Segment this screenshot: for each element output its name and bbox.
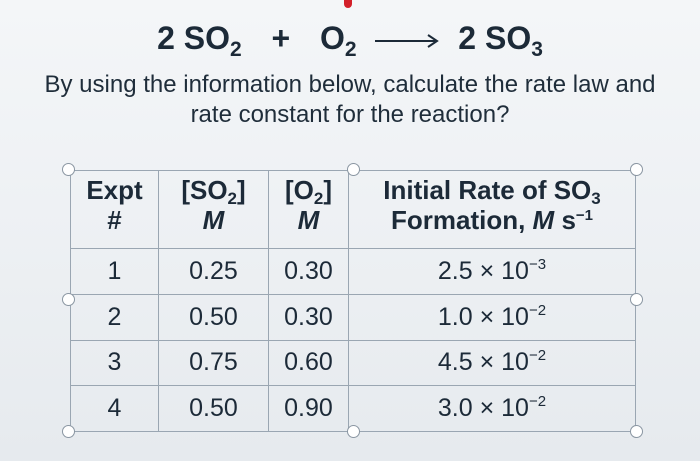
reactant-o2: O2 <box>319 20 357 61</box>
cell-so2: 0.50 <box>158 385 269 432</box>
resize-handle-bottom-right[interactable] <box>630 425 643 438</box>
reactant-so2: 2 SO2 <box>157 20 242 61</box>
cell-rate: 1.0 × 10−2 <box>348 293 636 341</box>
reaction-arrow-icon <box>375 33 440 48</box>
cell-expt: 3 <box>70 339 159 387</box>
resize-handle-top-left[interactable] <box>62 163 75 176</box>
header-o2-concentration: [O2] M <box>268 169 349 250</box>
table-row: 2 0.50 0.30 1.0 × 10−2 <box>70 293 636 341</box>
red-cursor-mark <box>344 0 352 8</box>
header-initial-rate: Initial Rate of SO3 Formation, M s−1 <box>348 169 636 250</box>
cell-rate: 3.0 × 10−2 <box>348 385 636 432</box>
cell-rate: 2.5 × 10−3 <box>348 248 636 295</box>
product-so3: 2 SO3 <box>458 20 543 61</box>
cell-o2: 0.30 <box>268 248 349 295</box>
resize-handle-middle-left[interactable] <box>62 293 75 306</box>
plus-sign: + <box>271 20 291 56</box>
resize-handle-bottom-middle[interactable] <box>347 425 360 438</box>
question-text: By using the information below, calculat… <box>10 70 690 130</box>
cell-o2: 0.30 <box>268 293 349 341</box>
cell-o2: 0.90 <box>268 385 349 432</box>
cell-so2: 0.50 <box>158 293 269 341</box>
resize-handle-top-right[interactable] <box>630 163 643 176</box>
cell-expt: 2 <box>70 293 159 341</box>
resize-handle-top-middle[interactable] <box>347 163 360 176</box>
table-row: 1 0.25 0.30 2.5 × 10−3 <box>70 248 636 295</box>
rate-data-table: Expt # [SO2] M [O2] M Initial Rate of SO… <box>70 169 636 432</box>
table-row: 3 0.75 0.60 4.5 × 10−2 <box>70 339 636 387</box>
cell-so2: 0.75 <box>158 339 269 387</box>
header-expt: Expt # <box>70 169 159 250</box>
reaction-equation: 2 SO2 + O2 2 SO3 <box>0 20 700 68</box>
question-line-2: rate constant for the reaction? <box>190 101 510 128</box>
cell-so2: 0.25 <box>158 248 269 295</box>
question-line-1: By using the information below, calculat… <box>44 71 656 98</box>
table-row: 4 0.50 0.90 3.0 × 10−2 <box>70 385 636 432</box>
resize-handle-bottom-left[interactable] <box>62 425 75 438</box>
table-header-row: Expt # [SO2] M [O2] M Initial Rate of SO… <box>70 169 636 250</box>
cell-expt: 4 <box>70 385 159 432</box>
cell-expt: 1 <box>70 248 159 295</box>
cell-o2: 0.60 <box>268 339 349 387</box>
header-so2-concentration: [SO2] M <box>158 169 269 250</box>
cell-rate: 4.5 × 10−2 <box>348 339 636 387</box>
resize-handle-middle-right[interactable] <box>630 293 643 306</box>
